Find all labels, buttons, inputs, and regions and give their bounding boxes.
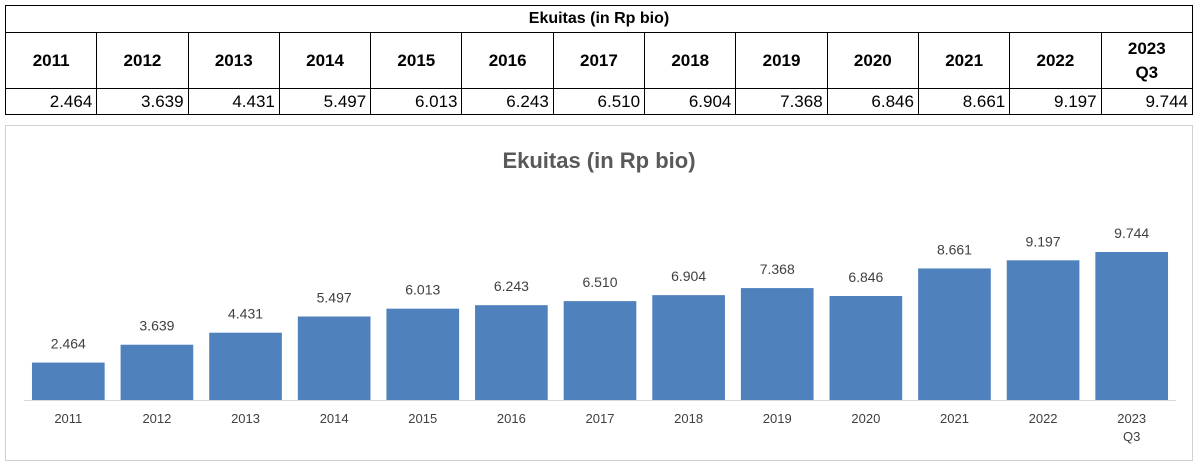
table-year-cell: 2018 (644, 32, 737, 89)
table-year-cell: 2020 (826, 32, 919, 89)
x-tick-label-9: 2020 (851, 411, 880, 426)
table-value-cell: 4.431 (187, 88, 280, 115)
table-year-cell: 2022 (1009, 32, 1102, 89)
table-value-cell: 7.368 (735, 88, 828, 115)
chart-bars: 2.464 2011 3.639 2012 4.431 2013 5.497 2014 6.01… (31, 225, 1169, 444)
bar-6 (563, 301, 637, 400)
data-label-1: 3.639 (139, 318, 174, 334)
x-tick-label-0: 2011 (54, 411, 82, 426)
table-value-cell: 6.510 (552, 88, 646, 115)
table-year-cell: 2012 (96, 32, 189, 89)
table-year-cell: 2013 (187, 32, 280, 89)
table-year-cell: 2015 (370, 32, 463, 89)
table-value-cell: 8.661 (917, 88, 1011, 115)
equity-table: Ekuitas (in Rp bio) 2011 2012 2013 2014 2015… (4, 5, 1194, 115)
bar-9 (829, 296, 903, 400)
x-tick-label-2: 2013 (231, 411, 260, 426)
x-tick-label-10: 2021 (940, 411, 969, 426)
table-year-cell: 2021 (917, 32, 1011, 89)
data-label-2: 4.431 (228, 306, 263, 322)
x-tick-label-11: 2022 (1029, 411, 1058, 426)
x-tick-label-1: 2012 (142, 411, 171, 426)
table-value-cell: 3.639 (96, 88, 189, 115)
table-year-cell: 2023 Q3 (1100, 32, 1194, 89)
data-label-5: 6.243 (494, 278, 529, 294)
data-label-0: 2.464 (51, 336, 86, 352)
data-label-3: 5.497 (317, 290, 352, 306)
table-value-cell: 2.464 (4, 88, 98, 115)
bar-2 (209, 332, 282, 400)
bar-11 (1006, 260, 1080, 400)
table-year-cell: 2016 (461, 32, 554, 89)
data-label-11: 9.197 (1026, 233, 1061, 249)
table-year-cell: 2017 (552, 32, 646, 89)
table-value-cell: 6.904 (644, 88, 737, 115)
data-label-6: 6.510 (582, 274, 617, 290)
bar-1 (120, 344, 194, 400)
x-tick-label-5: 2016 (497, 411, 526, 426)
table-value-row: 2.464 3.639 4.431 5.497 6.013 6.243 6.510 6.904… (4, 88, 1194, 115)
bar-5 (475, 305, 548, 400)
table-value-cell: 6.013 (370, 88, 463, 115)
table-value-cell: 6.243 (461, 88, 554, 115)
chart-canvas: Ekuitas (in Rp bio) 2.464 2011 3.639 2012 4.… (24, 148, 1176, 444)
bar-4 (386, 308, 460, 400)
x-tick-label-7: 2018 (674, 411, 703, 426)
chart-title: Ekuitas (in Rp bio) (502, 148, 695, 173)
bar-8 (740, 288, 814, 400)
x-tick-label-12: 2023 Q3 (1117, 411, 1146, 444)
equity-chart: Ekuitas (in Rp bio) 2.464 2011 3.639 2012 4.… (5, 125, 1193, 461)
table-value-cell: 9.744 (1100, 88, 1194, 115)
x-tick-label-6: 2017 (586, 411, 615, 426)
data-label-9: 6.846 (848, 269, 883, 285)
table-year-cell: 2014 (278, 32, 372, 89)
x-tick-label-3: 2014 (320, 411, 349, 426)
table-title: Ekuitas (in Rp bio) (5, 5, 1193, 33)
table-value-cell: 6.846 (826, 88, 919, 115)
x-tick-label-8: 2019 (763, 411, 792, 426)
table-value-cell: 9.197 (1009, 88, 1102, 115)
data-label-12: 9.744 (1114, 225, 1149, 241)
x-tick-label-4: 2015 (408, 411, 437, 426)
table-title-row: Ekuitas (in Rp bio) (5, 5, 1193, 33)
table-year-cell: 2019 (735, 32, 828, 89)
data-label-4: 6.013 (405, 282, 440, 298)
data-label-7: 6.904 (671, 268, 706, 284)
table-value-cell: 5.497 (278, 88, 372, 115)
bar-12 (1095, 252, 1169, 400)
bar-10 (918, 268, 991, 400)
bar-7 (652, 295, 725, 400)
data-label-10: 8.661 (937, 241, 972, 257)
table-year-row: 2011 2012 2013 2014 2015 2016 2017 2018 2019 2020… (4, 32, 1194, 89)
table-year-cell: 2011 (4, 32, 98, 89)
data-label-8: 7.368 (760, 261, 795, 277)
bar-0 (31, 362, 105, 400)
bar-3 (297, 316, 371, 400)
